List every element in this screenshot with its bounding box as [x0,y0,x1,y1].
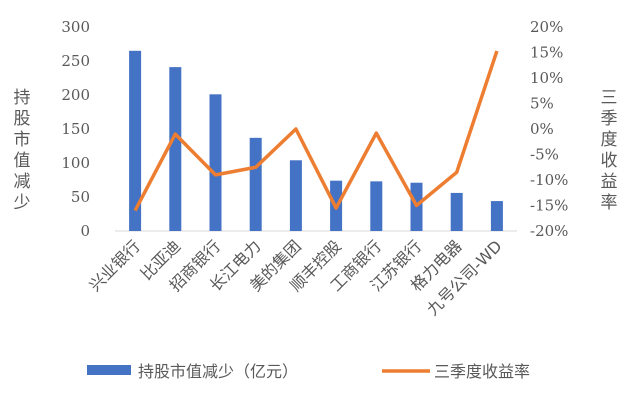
left-tick-label: 200 [61,86,90,104]
right-tick-label: 0% [530,120,554,138]
right-tick-label: 10% [530,69,563,87]
bar [129,50,142,231]
legend: 持股市值减少（亿元） 三季度收益率 [87,362,530,381]
legend-line-label: 三季度收益率 [434,362,530,381]
left-tick-label: 50 [71,188,90,206]
bar [450,192,463,231]
left-tick-label: 300 [61,18,90,36]
line-series [133,50,499,212]
left-axis-title: 持股市值减少 [14,88,31,213]
left-axis-ticks: 0 50 100 150 200 250 300 [61,18,90,240]
left-tick-label: 150 [61,120,90,138]
right-tick-label: -10% [530,171,568,189]
right-tick-label: 5% [530,95,554,113]
bar-series [129,50,503,232]
legend-bar-swatch [87,365,131,375]
right-tick-label: -5% [530,146,559,164]
category-label: 兴业银行 [85,236,144,295]
right-tick-label: -20% [530,222,568,240]
right-axis-ticks: -20% -15% -10% -5% 0% 5% 10% 15% 20% [530,18,568,240]
bar [209,94,222,231]
right-tick-label: -15% [530,197,568,215]
bar [490,201,503,231]
category-labels: 兴业银行比亚迪招商银行长江电力美的集团顺丰控股工商银行江苏银行格力电器九号公司-… [85,236,506,319]
bar [249,137,262,231]
bar [370,181,383,231]
right-tick-label: 20% [530,18,563,36]
right-tick-label: 15% [530,44,563,62]
legend-bar-label: 持股市值减少（亿元） [138,362,298,381]
bar [289,160,302,231]
left-tick-label: 100 [61,154,90,172]
right-axis-title: 三季度收益率 [601,88,618,213]
left-tick-label: 0 [80,222,90,240]
left-tick-label: 250 [61,52,90,70]
bar [169,67,182,232]
